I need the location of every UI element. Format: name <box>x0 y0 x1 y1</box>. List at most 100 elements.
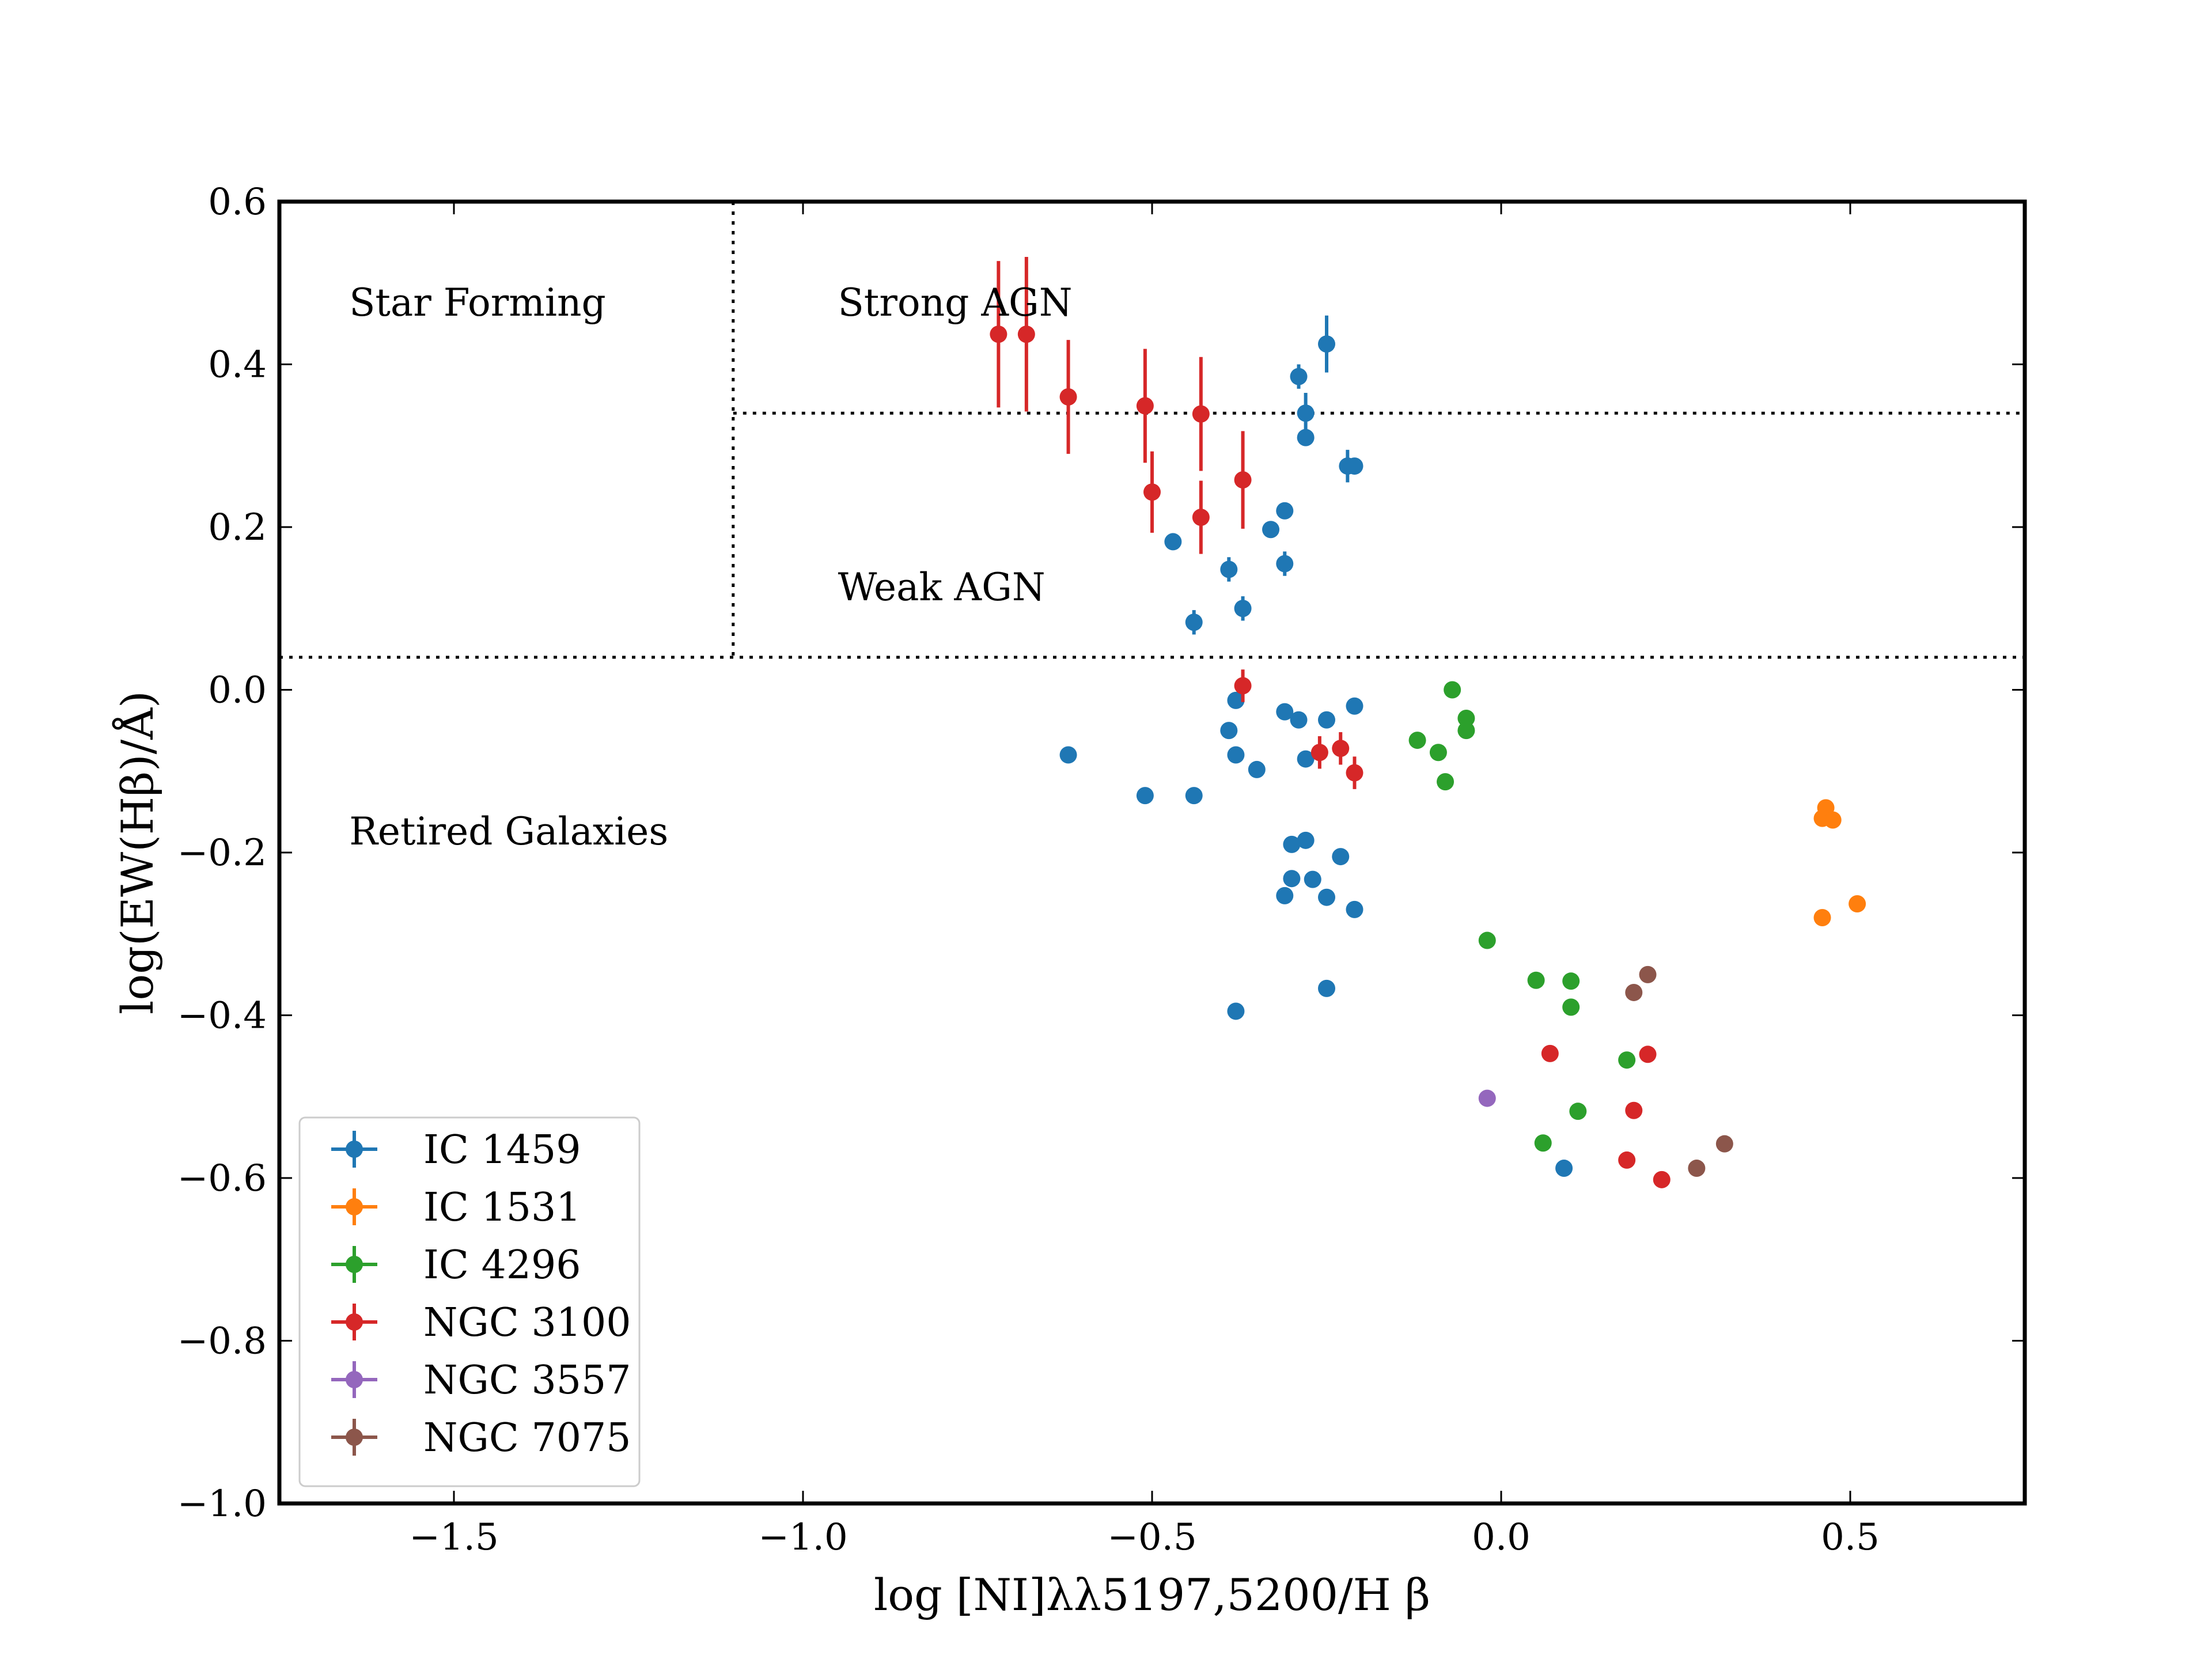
x-axis-label: log [NI]λλ5197,5200/H β <box>874 1569 1430 1620</box>
data-point <box>1849 895 1866 912</box>
legend-marker <box>346 1429 363 1446</box>
data-point <box>1457 722 1475 740</box>
legend-label: IC 1531 <box>423 1185 581 1230</box>
data-point <box>1059 388 1077 406</box>
data-point <box>1220 560 1238 578</box>
data-point <box>1276 555 1294 573</box>
axis-ticks: −1.5 −1.0 −0.5 0.0 0.5 −1.0 −0.8 −0.6 −0.4 −0.2 0.… <box>177 181 2025 1559</box>
data-point <box>1653 1171 1671 1188</box>
data-point <box>1297 429 1315 446</box>
series-ic-1459 <box>1059 315 1573 1177</box>
data-point <box>1562 998 1580 1016</box>
data-point <box>1346 697 1363 715</box>
legend-frame <box>298 1116 641 1487</box>
legend-marker <box>346 1371 363 1388</box>
legend-label: IC 4296 <box>423 1243 581 1288</box>
data-point <box>1290 368 1308 385</box>
data-point <box>1332 740 1350 757</box>
data-point <box>1017 325 1035 343</box>
data-point <box>1478 931 1496 949</box>
data-point <box>1618 1151 1636 1169</box>
data-point <box>1227 746 1245 764</box>
region-label: Star Forming <box>349 281 606 325</box>
data-point <box>1283 870 1301 888</box>
data-point <box>1569 1103 1587 1120</box>
data-point <box>1136 397 1154 415</box>
legend-label: NGC 7075 <box>423 1415 631 1461</box>
data-point <box>1534 1134 1552 1152</box>
data-point <box>1824 811 1842 829</box>
data-point <box>1318 335 1335 353</box>
y-tick-label: 0.6 <box>208 181 267 224</box>
data-point <box>1185 787 1203 805</box>
data-point <box>1262 521 1280 539</box>
data-point <box>1688 1160 1706 1177</box>
data-point <box>1059 746 1077 764</box>
legend-marker <box>346 1256 363 1273</box>
data-point <box>1310 744 1328 762</box>
data-point <box>1346 764 1363 782</box>
data-point <box>1290 711 1308 729</box>
data-point <box>1164 533 1182 551</box>
legend-marker <box>346 1313 363 1331</box>
plot-frame <box>277 199 2027 1506</box>
region-label: Strong AGN <box>838 281 1073 325</box>
data-point <box>1227 1002 1245 1020</box>
legend-marker <box>346 1198 363 1215</box>
data-point <box>1318 711 1335 729</box>
data-points <box>990 257 1866 1188</box>
data-point <box>1346 457 1363 475</box>
data-point <box>1555 1160 1573 1177</box>
data-point <box>1429 744 1447 762</box>
data-point <box>1408 732 1426 749</box>
series-ngc-7075 <box>1625 965 1733 1177</box>
data-point <box>1527 971 1545 989</box>
data-point <box>1297 750 1315 768</box>
data-point <box>1562 972 1580 990</box>
data-point <box>1437 773 1455 791</box>
data-point <box>1457 709 1475 727</box>
y-tick-label: −1.0 <box>177 1483 267 1525</box>
x-tick-label: 0.5 <box>1821 1516 1880 1559</box>
data-point <box>1715 1135 1733 1153</box>
region-dividers <box>279 202 2025 659</box>
data-point <box>1276 502 1294 520</box>
series-ngc-3557 <box>1478 1089 1496 1107</box>
y-tick-label: −0.4 <box>177 995 267 1037</box>
data-point <box>1639 965 1657 983</box>
data-point <box>1283 835 1301 853</box>
data-point <box>1276 887 1294 904</box>
data-point <box>1234 677 1252 695</box>
data-point <box>1478 1089 1496 1107</box>
x-tick-label: 0.0 <box>1472 1516 1531 1559</box>
x-tick-label: −1.0 <box>758 1516 847 1559</box>
series-ic-1531 <box>1813 799 1866 926</box>
y-tick-label: −0.8 <box>177 1320 267 1363</box>
data-point <box>1318 979 1335 997</box>
data-point <box>1639 1046 1657 1063</box>
data-point <box>1618 1051 1636 1069</box>
y-tick-label: −0.2 <box>177 832 267 874</box>
region-labels: Star Forming Strong AGN Weak AGN Retired Ga… <box>349 281 1072 854</box>
legend-label: NGC 3557 <box>423 1358 631 1403</box>
data-point <box>1444 681 1461 699</box>
y-tick-label: 0.2 <box>208 506 267 549</box>
y-axis-label: log(EW(Hβ)/Å) <box>111 691 163 1014</box>
series-ngc-3100 <box>990 257 1671 1188</box>
data-point <box>1192 405 1210 423</box>
data-point <box>1136 787 1154 805</box>
data-point <box>1297 831 1315 849</box>
data-point <box>1192 509 1210 527</box>
data-point <box>1143 483 1161 501</box>
legend-marker <box>346 1141 363 1158</box>
data-point <box>1234 600 1252 618</box>
y-tick-label: 0.0 <box>208 669 267 712</box>
series-ic-4296 <box>1408 681 1636 1152</box>
data-point <box>1248 760 1266 778</box>
data-point <box>1625 1101 1643 1119</box>
data-point <box>1346 900 1363 918</box>
data-point <box>1220 722 1238 740</box>
data-point <box>1304 870 1321 888</box>
data-point <box>1625 983 1643 1001</box>
data-point <box>1234 471 1252 489</box>
